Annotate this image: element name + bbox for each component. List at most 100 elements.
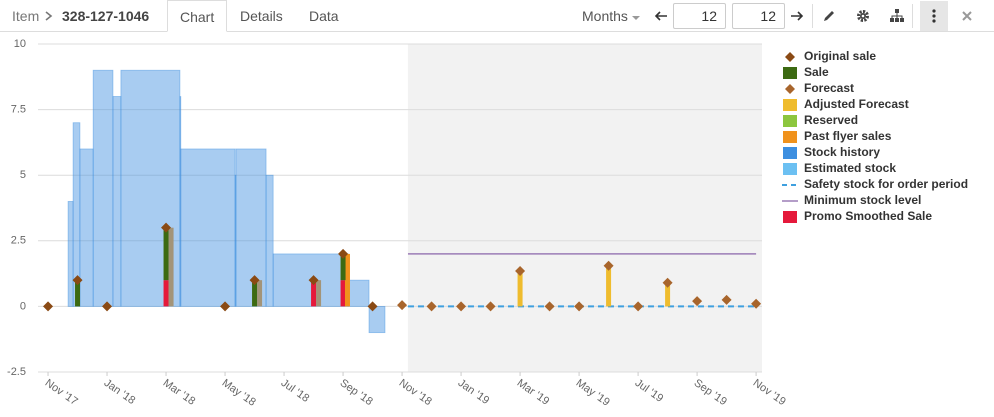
legend-marker (783, 99, 797, 111)
settings-button[interactable] (856, 9, 870, 23)
bar (517, 270, 523, 307)
x-tick-label: Mar '18 (161, 377, 198, 408)
diamond-marker (43, 301, 54, 312)
diamond-marker (72, 275, 83, 286)
tab[interactable]: Chart (167, 0, 228, 32)
legend-label: Stock history (804, 145, 880, 159)
bar (163, 227, 169, 281)
diamond-marker (220, 301, 231, 312)
x-tick-label: Jan '19 (456, 377, 492, 407)
bar (316, 280, 322, 307)
diamond-marker (633, 301, 644, 312)
diamond-marker (249, 275, 260, 286)
diamond-marker (603, 260, 614, 271)
tab[interactable]: Data (309, 8, 339, 24)
legend-label: Estimated stock (804, 161, 896, 175)
y-tick-label: 10 (14, 38, 26, 50)
bar (252, 280, 258, 307)
legend-label: Safety stock for order period (804, 177, 968, 191)
stock-step (347, 279, 370, 307)
legend-label: Promo Smoothed Sale (804, 209, 932, 223)
bar (311, 280, 317, 307)
x-tick-label: Nov '18 (397, 377, 434, 408)
x-tick-label: Nov '17 (43, 377, 80, 408)
legend-marker (783, 163, 797, 175)
diamond-marker (102, 301, 113, 312)
legend-label: Adjusted Forecast (804, 97, 909, 111)
bar (75, 280, 81, 307)
from-input[interactable]: 12 (673, 3, 726, 29)
legend-marker (783, 67, 797, 79)
x-tick-label: Jul '19 (633, 377, 666, 405)
close-button[interactable] (962, 11, 972, 21)
diamond-marker (397, 300, 408, 311)
diamond-marker (456, 301, 467, 312)
diamond-marker (721, 294, 732, 305)
kebab-icon (932, 9, 936, 23)
x-tick-label: Jan '18 (102, 377, 138, 407)
x-tick-label: Sep '18 (338, 377, 375, 408)
forecast-region (407, 44, 762, 372)
x-tick-label: Nov '19 (751, 377, 788, 408)
diamond-marker (485, 301, 496, 312)
to-input[interactable]: 12 (732, 3, 785, 29)
diamond-marker (751, 298, 762, 309)
stock-step (180, 148, 236, 307)
toolbar: Item 328-127-1046 Chart Details Data Month… (0, 0, 994, 32)
y-tick-label: 0 (20, 300, 26, 312)
legend-marker (783, 211, 797, 223)
bar (257, 280, 263, 307)
tab[interactable]: Details (240, 8, 283, 24)
stock-step (79, 148, 94, 307)
diamond-marker (308, 275, 319, 286)
bar (344, 253, 350, 307)
x-tick-label: Sep '19 (692, 377, 729, 408)
y-tick-label: 7.5 (11, 104, 26, 116)
stock-step (67, 201, 74, 307)
separator (912, 4, 913, 28)
y-tick-label: -2.5 (7, 366, 26, 378)
legend-marker (785, 52, 795, 62)
diamond-marker (692, 296, 703, 307)
legend-label: Sale (804, 65, 829, 79)
y-tick-label: 5 (20, 169, 26, 181)
bar (606, 265, 612, 307)
legend-marker (783, 147, 797, 159)
y-tick-label: 2.5 (11, 235, 26, 247)
legend-marker (785, 84, 795, 94)
diamond-marker (161, 222, 172, 233)
legend-marker (783, 131, 797, 143)
legend-marker (783, 115, 797, 127)
item-id: 328-127-1046 (62, 8, 150, 24)
legend-label: Reserved (804, 113, 858, 127)
stock-step (112, 96, 122, 307)
x-tick-label: Mar '19 (515, 377, 552, 408)
bar (340, 253, 346, 281)
legend-label: Original sale (804, 49, 876, 63)
period-label: Months (582, 8, 628, 24)
x-tick-label: May '18 (220, 377, 258, 409)
diamond-marker (515, 265, 526, 276)
bar (168, 227, 174, 307)
arrow-right-button[interactable] (790, 10, 804, 22)
x-tick-label: May '19 (574, 377, 612, 409)
arrow-left-button[interactable] (654, 10, 668, 22)
x-tick-label: Jul '18 (279, 377, 312, 405)
diamond-marker (544, 301, 555, 312)
bar (340, 280, 346, 307)
diamond-marker (662, 277, 673, 288)
stock-step (265, 174, 274, 307)
legend-label: Past flyer sales (804, 129, 892, 143)
menu-button[interactable] (920, 1, 948, 31)
chevron-icon (45, 11, 53, 21)
legend-label: Forecast (804, 81, 854, 95)
bar (163, 280, 169, 307)
diamond-marker (426, 301, 437, 312)
diamond-marker (574, 301, 585, 312)
period-select[interactable]: Months (582, 0, 640, 32)
hierarchy-button[interactable] (890, 9, 904, 23)
item-label: Item (12, 8, 40, 24)
edit-button[interactable] (822, 9, 836, 23)
diamond-marker (367, 301, 378, 312)
